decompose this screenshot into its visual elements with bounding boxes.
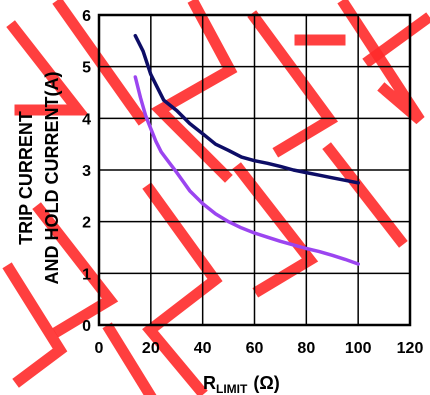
series-line-1 [133,33,360,185]
x-axis-title-unit: (Ω) [253,373,279,393]
y-tick-label: 4 [82,111,91,128]
y-axis-title-line2: AND HOLD CURRENT(A) [42,72,62,285]
y-tick-label: 1 [82,266,91,283]
y-tick-label: 6 [82,8,91,25]
y-tick-label: 2 [82,215,91,232]
series-line-2 [133,75,360,266]
y-tick-label: 0 [82,318,91,335]
x-tick-label: 40 [194,340,212,357]
plot-frame [97,13,412,327]
x-tick-label: 100 [345,340,372,357]
x-axis-title-subscript: LIMIT [216,382,248,395]
y-tick-label: 5 [82,60,91,77]
grid-lines [99,15,410,325]
x-tick-label: 120 [397,340,424,357]
y-axis-title-line1: TRIP CURRENT [16,111,36,245]
x-tick-label: 20 [142,340,160,357]
x-tick-label: 80 [297,340,315,357]
x-tick-label: 60 [246,340,264,357]
x-tick-label: 0 [95,340,104,357]
y-tick-labels: 0 1 2 3 4 5 6 [82,8,91,335]
x-axis-title: RLIMIT (Ω) [203,373,280,395]
y-tick-label: 3 [82,163,91,180]
x-axis-title-main: R [203,373,216,393]
series-layer [133,33,360,266]
x-tick-labels: 0 20 40 60 80 100 120 [95,340,424,357]
